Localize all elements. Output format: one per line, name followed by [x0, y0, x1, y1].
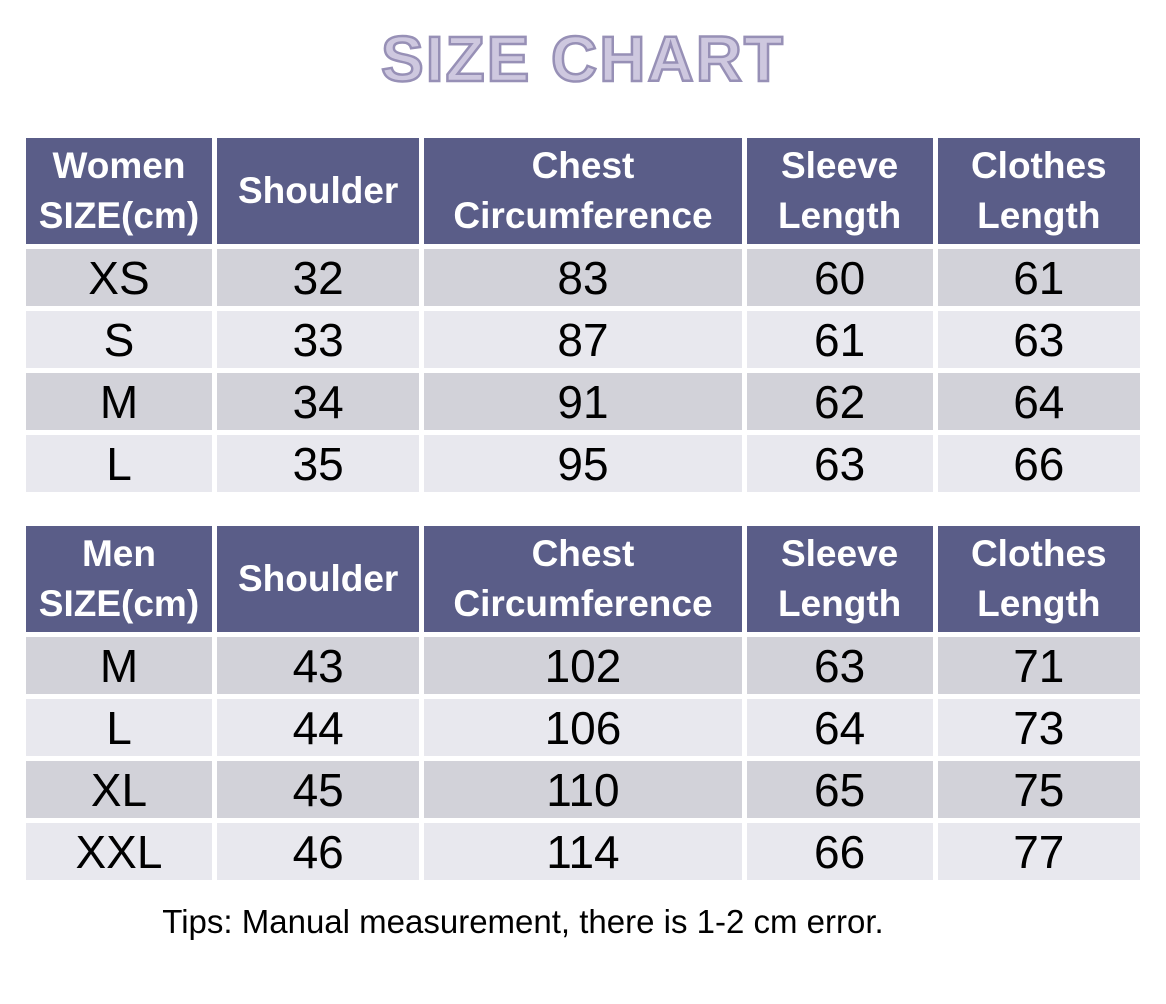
measurement-value-cell: 35	[216, 435, 420, 493]
measurement-value-cell: 61	[746, 311, 933, 369]
size-label-cell: M	[26, 373, 212, 431]
measurement-value-cell: 106	[424, 699, 742, 757]
tips-note: Tips: Manual measurement, there is 1-2 c…	[162, 903, 884, 941]
size-label-cell: XS	[26, 249, 212, 307]
women-table-header-row: Women SIZE(cm) Shoulder Chest Circumferenc…	[26, 138, 1140, 245]
measurement-value-cell: 66	[746, 823, 933, 881]
measurement-value-cell: 91	[424, 373, 742, 431]
men-size-table: Men SIZE(cm) Shoulder Chest Circumference S…	[21, 521, 1145, 885]
column-header: Sleeve Length	[746, 526, 933, 633]
measurement-value-cell: 34	[216, 373, 420, 431]
measurement-value-cell: 110	[424, 761, 742, 819]
table-row: M 34 91 62 64	[26, 373, 1140, 431]
measurement-value-cell: 45	[216, 761, 420, 819]
table-row: XS 32 83 60 61	[26, 249, 1140, 307]
measurement-value-cell: 62	[746, 373, 933, 431]
measurement-value-cell: 46	[216, 823, 420, 881]
table-row: L 35 95 63 66	[26, 435, 1140, 493]
table-row: L 44 106 64 73	[26, 699, 1140, 757]
tables-container: Women SIZE(cm) Shoulder Chest Circumferenc…	[0, 133, 1166, 885]
measurement-value-cell: 66	[937, 435, 1140, 493]
table-row: M 43 102 63 71	[26, 637, 1140, 695]
column-header: Chest Circumference	[424, 526, 742, 633]
column-header: Clothes Length	[937, 138, 1140, 245]
measurement-value-cell: 33	[216, 311, 420, 369]
measurement-value-cell: 63	[746, 637, 933, 695]
column-header: Clothes Length	[937, 526, 1140, 633]
measurement-value-cell: 60	[746, 249, 933, 307]
column-header: Women SIZE(cm)	[26, 138, 212, 245]
measurement-value-cell: 64	[937, 373, 1140, 431]
size-label-cell: L	[26, 435, 212, 493]
size-label-cell: XL	[26, 761, 212, 819]
measurement-value-cell: 64	[746, 699, 933, 757]
women-table-body: XS 32 83 60 61 S 33 87 61 63 M 34 91 62 64 L 35 95 63 66	[26, 249, 1140, 493]
size-label-cell: M	[26, 637, 212, 695]
size-label-cell: L	[26, 699, 212, 757]
measurement-value-cell: 73	[937, 699, 1140, 757]
measurement-value-cell: 83	[424, 249, 742, 307]
column-header: Men SIZE(cm)	[26, 526, 212, 633]
measurement-value-cell: 63	[746, 435, 933, 493]
column-header: Shoulder	[216, 526, 420, 633]
column-header: Shoulder	[216, 138, 420, 245]
measurement-value-cell: 44	[216, 699, 420, 757]
women-size-table: Women SIZE(cm) Shoulder Chest Circumferenc…	[21, 133, 1145, 497]
table-row: S 33 87 61 63	[26, 311, 1140, 369]
measurement-value-cell: 95	[424, 435, 742, 493]
measurement-value-cell: 61	[937, 249, 1140, 307]
column-header: Sleeve Length	[746, 138, 933, 245]
table-row: XL 45 110 65 75	[26, 761, 1140, 819]
measurement-value-cell: 87	[424, 311, 742, 369]
page-title: SIZE CHART	[380, 23, 785, 95]
size-label-cell: XXL	[26, 823, 212, 881]
measurement-value-cell: 71	[937, 637, 1140, 695]
measurement-value-cell: 77	[937, 823, 1140, 881]
measurement-value-cell: 114	[424, 823, 742, 881]
men-table-header-row: Men SIZE(cm) Shoulder Chest Circumference S…	[26, 526, 1140, 633]
size-chart-page: SIZE CHART Women SIZE(cm) Shoulder Chest C…	[0, 23, 1166, 941]
column-header: Chest Circumference	[424, 138, 742, 245]
men-table-body: M 43 102 63 71 L 44 106 64 73 XL 45 110 65 75 XXL 46 114 6…	[26, 637, 1140, 881]
measurement-value-cell: 75	[937, 761, 1140, 819]
measurement-value-cell: 43	[216, 637, 420, 695]
measurement-value-cell: 63	[937, 311, 1140, 369]
measurement-value-cell: 102	[424, 637, 742, 695]
measurement-value-cell: 65	[746, 761, 933, 819]
table-row: XXL 46 114 66 77	[26, 823, 1140, 881]
size-label-cell: S	[26, 311, 212, 369]
measurement-value-cell: 32	[216, 249, 420, 307]
